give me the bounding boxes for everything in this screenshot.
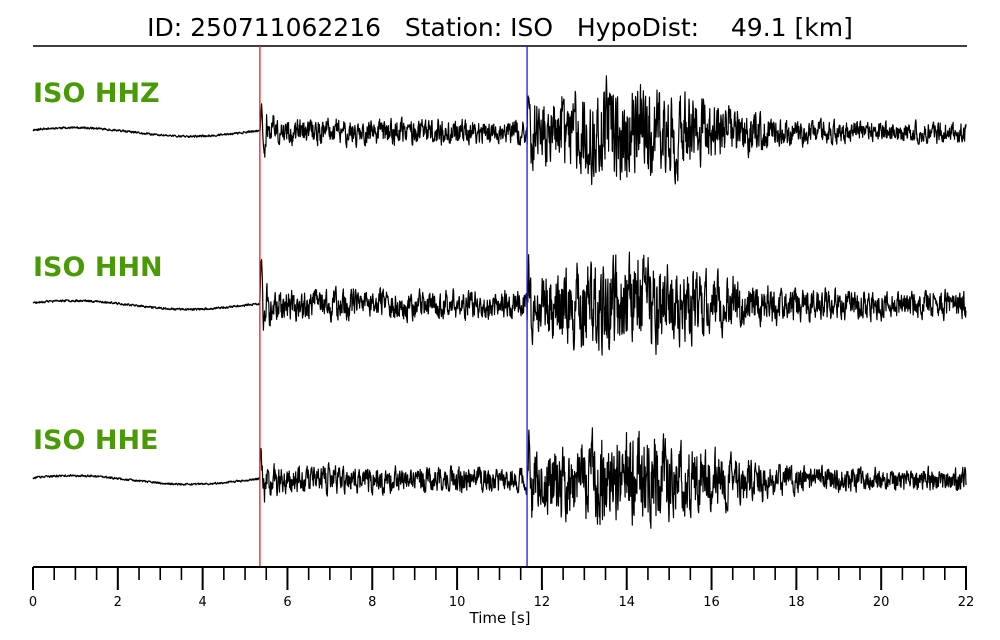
x-axis-label: Time [s] [469,609,531,627]
tick-label-2: 2 [114,595,122,610]
id-label: ID: [147,13,182,42]
tick-label-8: 8 [368,595,376,610]
time-axis: 0 2 4 6 8 10 12 14 16 18 20 22 [29,566,975,610]
tick-label-18: 18 [788,595,805,610]
hypodist-value: 49.1 [km] [731,13,853,42]
traces-group [32,75,967,529]
tick-label-12: 12 [534,595,551,610]
figure-title: ID: 250711062216 Station: ISO HypoDist: … [147,13,853,42]
station-label: Station: [405,13,502,42]
tick-label-20: 20 [873,595,890,610]
waveform-hhe [32,427,967,529]
tick-label-4: 4 [198,595,206,610]
waveform-hhn [32,251,967,356]
event-id: 250711062216 [190,13,381,42]
tick-label-10: 10 [449,595,466,610]
hypodist-label: HypoDist: [577,13,699,42]
tick-label-0: 0 [29,595,37,610]
channel-label-hhz: ISO HHZ [33,78,160,109]
tick-label-22: 22 [958,595,975,610]
channel-label-hhe: ISO HHE [33,425,158,456]
tick-label-14: 14 [618,595,635,610]
tick-label-6: 6 [283,595,291,610]
waveform-hhz [32,75,967,186]
tick-label-16: 16 [703,595,720,610]
station-code: ISO [510,13,553,42]
channel-label-hhn: ISO HHN [33,252,163,283]
